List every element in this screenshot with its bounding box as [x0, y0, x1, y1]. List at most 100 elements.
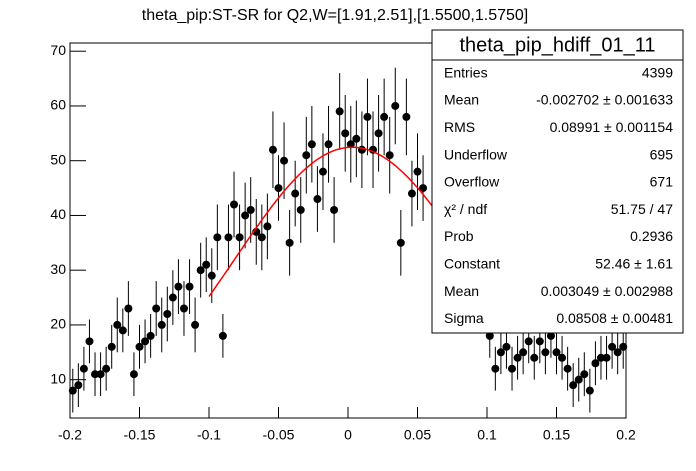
data-point: [558, 353, 567, 362]
data-point: [352, 134, 361, 143]
data-point: [524, 337, 533, 346]
data-point: [141, 337, 150, 346]
data-point: [608, 342, 617, 351]
data-point: [491, 364, 500, 373]
x-tick-label: 0.05: [404, 427, 431, 443]
data-point: [79, 364, 88, 373]
data-point: [246, 205, 255, 214]
x-tick-label: 0.15: [543, 427, 570, 443]
stats-label: Overflow: [444, 174, 500, 190]
data-point: [413, 167, 422, 176]
data-point: [341, 129, 350, 138]
data-point: [91, 370, 100, 379]
data-point: [202, 260, 211, 269]
stats-value: -0.002702 ± 0.001633: [536, 92, 673, 108]
data-point: [596, 353, 605, 362]
data-point: [146, 331, 155, 340]
data-point: [591, 359, 600, 368]
data-point: [207, 271, 216, 280]
data-point: [313, 195, 322, 204]
stats-label: RMS: [444, 119, 475, 135]
stats-label: Mean: [444, 92, 479, 108]
data-point: [380, 112, 389, 121]
data-point: [263, 222, 272, 231]
data-point: [291, 189, 300, 198]
y-tick-label: 40: [50, 206, 66, 222]
data-point: [118, 326, 127, 335]
stats-value: 0.08508 ± 0.00481: [556, 310, 673, 326]
stats-label: Constant: [444, 255, 500, 271]
data-point: [113, 320, 122, 329]
stats-value: 695: [650, 146, 674, 162]
data-point: [335, 107, 344, 116]
data-point: [74, 381, 83, 390]
stats-value: 4399: [642, 64, 673, 80]
stats-label: Mean: [444, 283, 479, 299]
data-point: [391, 101, 400, 110]
data-point: [569, 381, 578, 390]
data-point: [241, 211, 250, 220]
y-tick-label: 10: [50, 370, 66, 386]
y-tick-label: 60: [50, 97, 66, 113]
data-point: [235, 233, 244, 242]
data-point: [519, 348, 528, 357]
data-point: [419, 184, 428, 193]
data-point: [402, 112, 411, 121]
data-point: [124, 304, 133, 313]
data-point: [374, 129, 383, 138]
data-point: [508, 364, 517, 373]
stats-value: 52.46 ± 1.61: [595, 255, 673, 271]
x-tick-label: 0.2: [616, 427, 636, 443]
data-point: [85, 337, 94, 346]
data-point: [307, 140, 316, 149]
data-point: [513, 353, 522, 362]
data-point: [152, 304, 161, 313]
data-point: [191, 320, 200, 329]
data-point: [296, 205, 305, 214]
data-point: [179, 304, 188, 313]
data-point: [535, 337, 544, 346]
x-tick-label: 0.1: [477, 427, 497, 443]
data-point: [385, 151, 394, 160]
data-point: [285, 238, 294, 247]
data-point: [230, 200, 239, 209]
data-point: [257, 233, 266, 242]
chart-title: theta_pip:ST-SR for Q2,W=[1.91,2.51],[1.…: [142, 7, 528, 24]
data-point: [485, 331, 494, 340]
data-point: [330, 205, 339, 214]
y-tick-label: 20: [50, 316, 66, 332]
data-point: [129, 370, 138, 379]
stats-box: [431, 29, 684, 334]
data-point: [580, 370, 589, 379]
x-tick-label: -0.15: [124, 427, 156, 443]
data-point: [585, 386, 594, 395]
y-tick-label: 50: [50, 151, 66, 167]
data-point: [168, 293, 177, 302]
data-point: [396, 238, 405, 247]
stats-label: Entries: [444, 64, 488, 80]
data-point: [102, 364, 111, 373]
x-tick-label: 0: [344, 427, 352, 443]
data-point: [346, 140, 355, 149]
data-point: [563, 364, 572, 373]
x-tick-label: -0.1: [197, 427, 221, 443]
data-point: [268, 145, 277, 154]
y-tick-label: 30: [50, 261, 66, 277]
stats-value: 0.2936: [630, 228, 673, 244]
data-point: [363, 112, 372, 121]
data-point: [541, 348, 550, 357]
data-point: [218, 331, 227, 340]
data-point: [613, 348, 622, 357]
y-tick-label: 70: [50, 42, 66, 58]
data-point: [502, 342, 511, 351]
data-point: [496, 348, 505, 357]
data-point: [68, 386, 77, 395]
data-point: [574, 375, 583, 384]
data-point: [280, 156, 289, 165]
stats-value: 51.75 / 47: [611, 201, 673, 217]
data-point: [407, 189, 416, 198]
stats-value: 0.08991 ± 0.001154: [550, 119, 674, 135]
stats-value: 0.003049 ± 0.002988: [541, 283, 673, 299]
data-point: [135, 342, 144, 351]
